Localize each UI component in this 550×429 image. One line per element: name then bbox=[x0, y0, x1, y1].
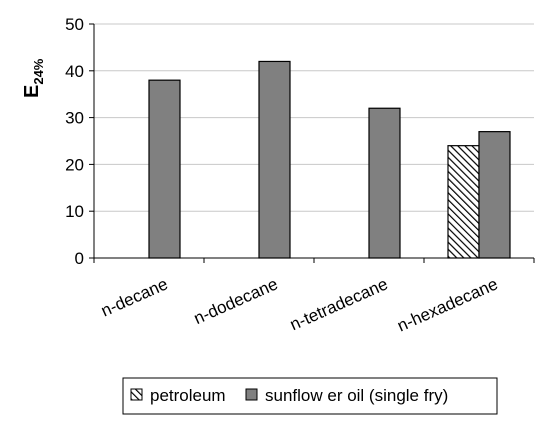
y-tick-label: 40 bbox=[65, 62, 84, 81]
y-tick-label: 0 bbox=[75, 249, 84, 268]
y-axis-label: E24% bbox=[21, 58, 46, 98]
bar-petroleum-n-hexadecane bbox=[447, 145, 480, 259]
y-tick-labels: 0 10 20 30 40 50 bbox=[65, 15, 84, 268]
legend-swatch-sunflower-oil bbox=[245, 388, 258, 401]
legend-label-sunflower-oil: sunflow er oil (single fry) bbox=[265, 386, 448, 405]
bar-sunflower-oil-n-tetradecane bbox=[368, 107, 401, 259]
legend-label-petroleum: petroleum bbox=[150, 386, 226, 405]
axes bbox=[89, 23, 535, 263]
y-axis-label-main: E bbox=[21, 85, 43, 98]
x-category-labels: n-decane n-dodecane n-tetradecane n-hexadec… bbox=[98, 274, 500, 335]
y-tick-label: 20 bbox=[65, 155, 84, 174]
y-tick-label: 10 bbox=[65, 202, 84, 221]
bar-sunflower-oil-n-dodecane bbox=[258, 60, 291, 259]
x-category-label: n-tetradecane bbox=[287, 274, 391, 334]
x-category-label: n-hexadecane bbox=[394, 274, 500, 335]
legend: petroleum sunflow er oil (single fry) bbox=[122, 377, 498, 415]
x-category-label: n-dodecane bbox=[191, 274, 281, 328]
x-category-label: n-decane bbox=[98, 274, 170, 320]
bar-sunflower-oil-n-decane bbox=[148, 79, 181, 259]
y-tick-label: 50 bbox=[65, 15, 84, 34]
bars bbox=[148, 60, 511, 259]
y-axis-label-sub: 24% bbox=[31, 58, 46, 84]
bar-sunflower-oil-n-hexadecane bbox=[478, 131, 511, 259]
legend-swatch-petroleum bbox=[130, 388, 143, 401]
legend-box bbox=[122, 377, 498, 415]
y-tick-label: 30 bbox=[65, 109, 84, 128]
